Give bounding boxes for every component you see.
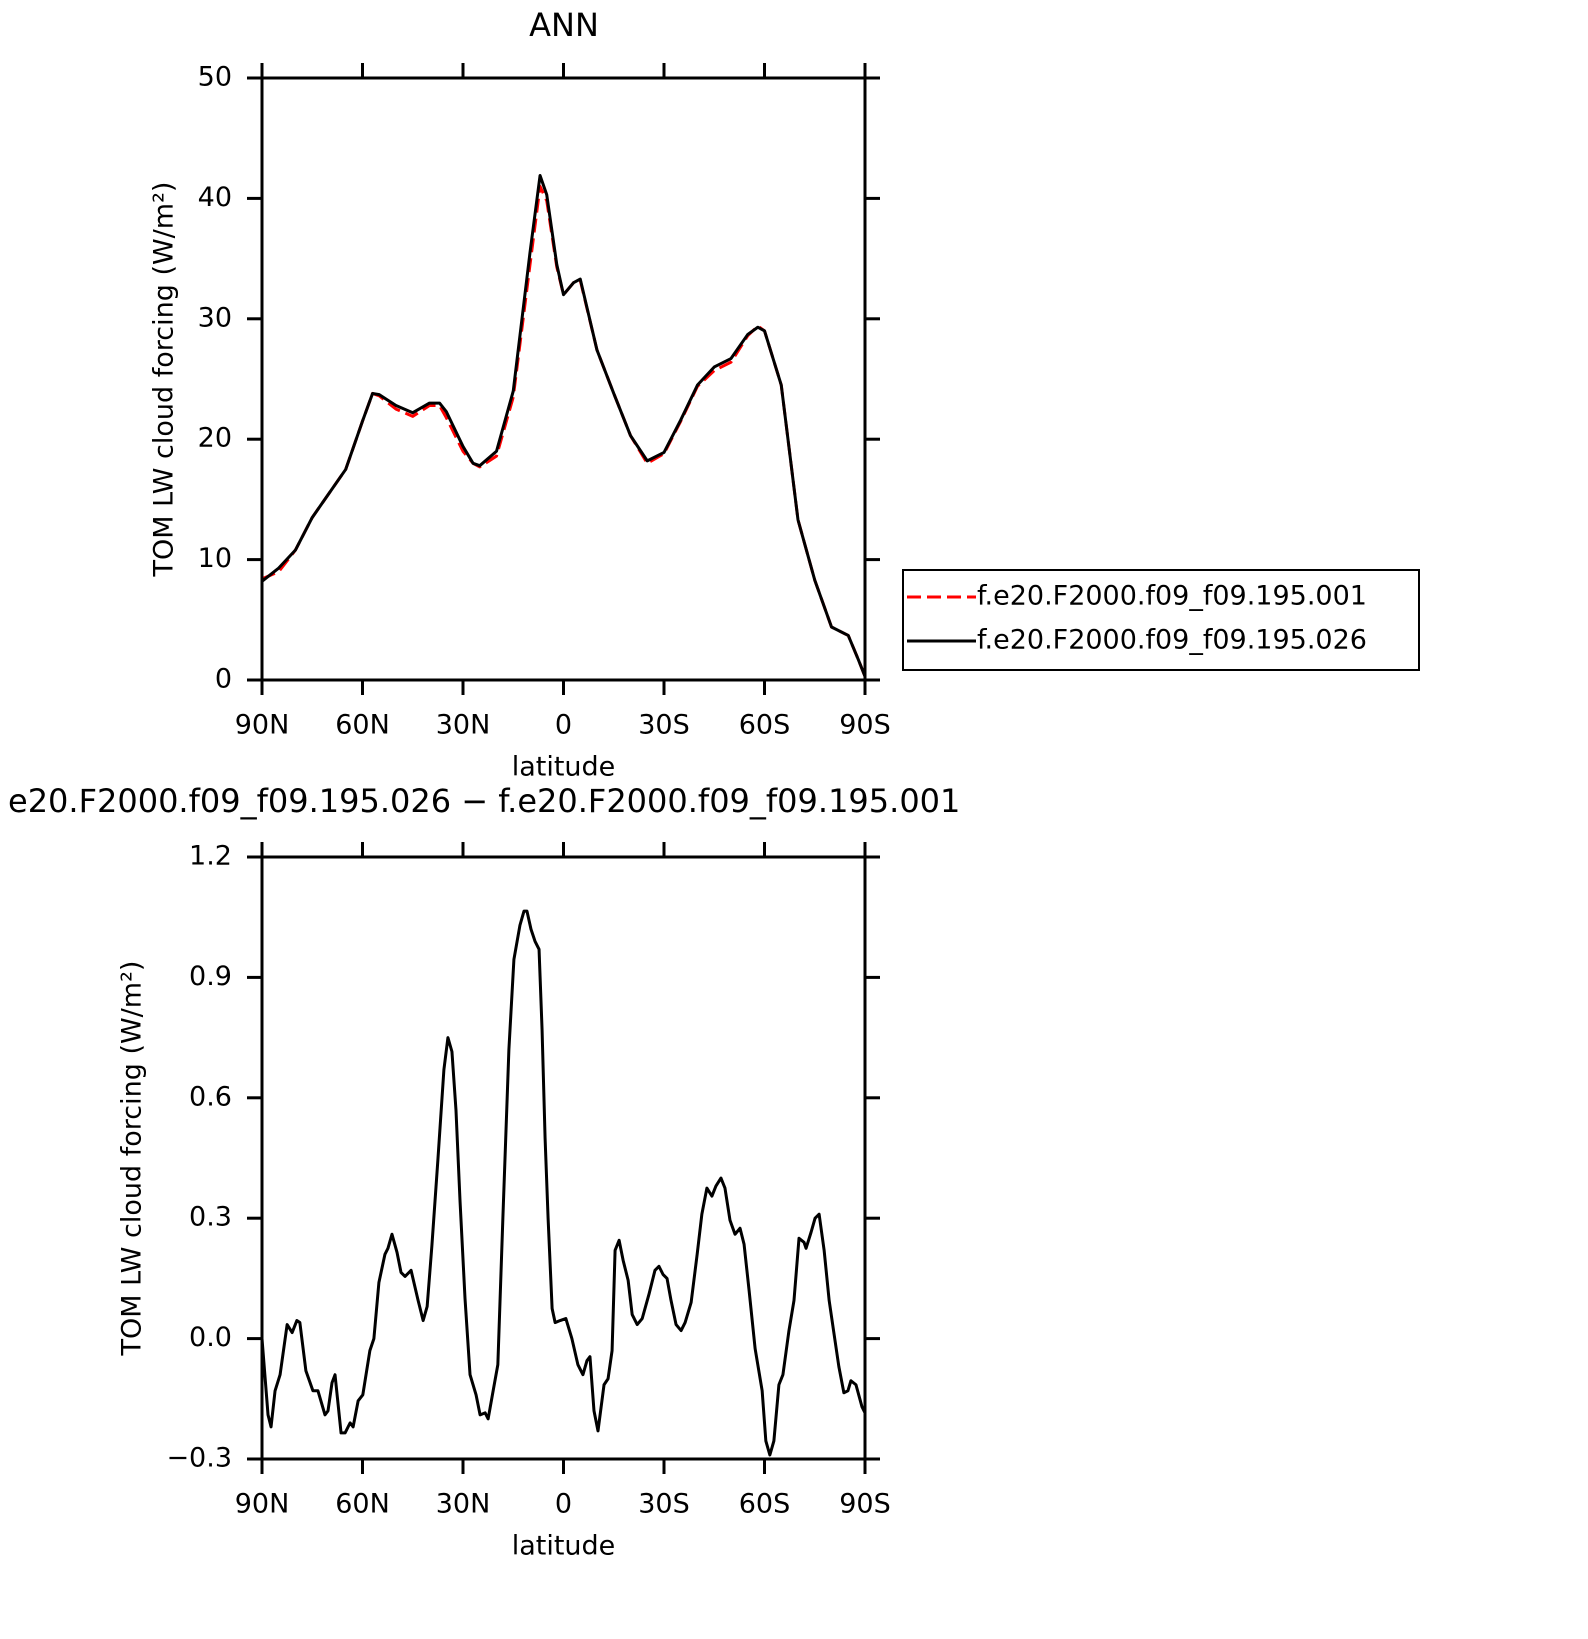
y-tick-label: −0.3 xyxy=(166,1443,232,1474)
x-tick-label: 90S xyxy=(839,1489,891,1520)
legend-box xyxy=(902,569,1420,671)
y-tick-label: 0.3 xyxy=(189,1202,232,1233)
plot-frame xyxy=(260,76,867,682)
y-tick-label: 1.2 xyxy=(189,841,232,872)
y-tick-label: 0.0 xyxy=(189,1322,232,1353)
y-tick-label: 30 xyxy=(198,302,232,333)
y-axis-label: TOM LW cloud forcing (W/m²) xyxy=(117,961,148,1357)
x-axis-label: latitude xyxy=(512,1531,616,1562)
data-line xyxy=(260,909,867,1457)
legend-label: f.e20.F2000.f09_f09.195.001 xyxy=(977,581,1367,612)
x-tick-label: 60S xyxy=(739,710,791,741)
x-axis-label: latitude xyxy=(512,752,616,783)
y-tick-label: 0 xyxy=(215,664,232,695)
y-tick-label: 50 xyxy=(198,62,232,93)
legend-label: f.e20.F2000.f09_f09.195.026 xyxy=(977,625,1367,656)
y-tick-label: 40 xyxy=(198,182,232,213)
y-tick-label: 20 xyxy=(198,423,232,454)
x-tick-label: 0 xyxy=(555,1489,572,1520)
data-line xyxy=(261,184,867,677)
y-axis-label: TOM LW cloud forcing (W/m²) xyxy=(149,182,180,578)
x-tick-label: 30N xyxy=(436,710,491,741)
x-tick-label: 60N xyxy=(335,710,390,741)
chart-title: e20.F2000.f09_f09.195.026 − f.e20.F2000.… xyxy=(8,782,960,820)
y-tick-label: 10 xyxy=(198,543,232,574)
x-tick-label: 0 xyxy=(555,710,572,741)
x-tick-label: 30S xyxy=(638,1489,690,1520)
y-tick-label: 0.9 xyxy=(189,961,232,992)
plot-frame xyxy=(260,855,867,1461)
chart-title: ANN xyxy=(529,6,599,44)
x-tick-label: 90N xyxy=(235,1489,290,1520)
data-line xyxy=(261,174,867,677)
x-tick-label: 60N xyxy=(335,1489,390,1520)
x-tick-label: 30S xyxy=(638,710,690,741)
x-tick-label: 60S xyxy=(739,1489,791,1520)
y-tick-label: 0.6 xyxy=(189,1081,232,1112)
x-tick-label: 90S xyxy=(839,710,891,741)
x-tick-label: 30N xyxy=(436,1489,491,1520)
x-tick-label: 90N xyxy=(235,710,290,741)
